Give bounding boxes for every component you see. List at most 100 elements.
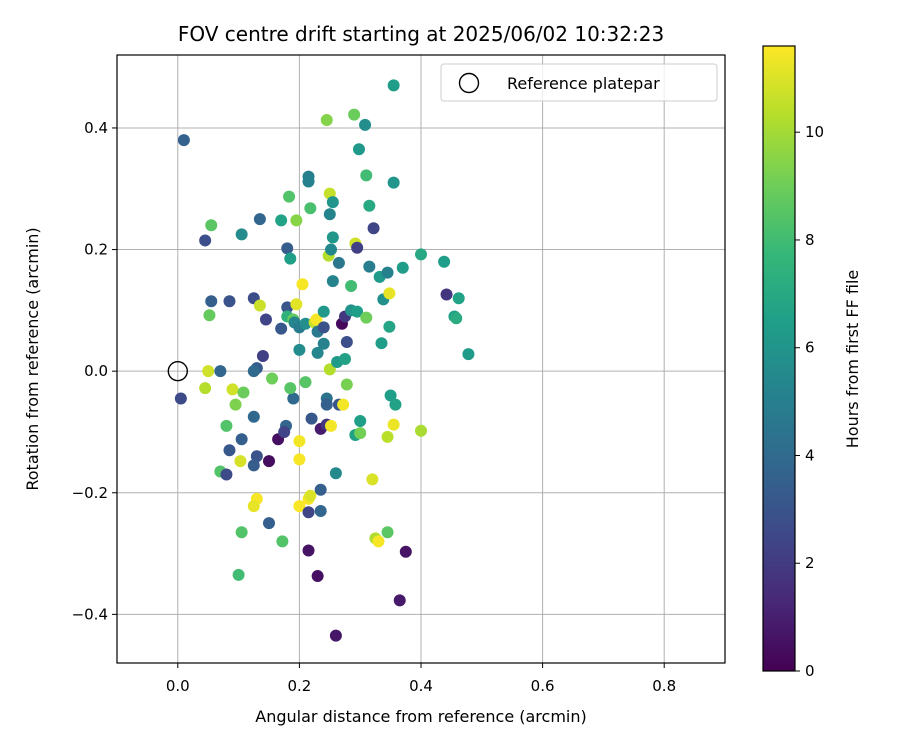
y-tick-label-3: 0.2 xyxy=(84,241,108,259)
data-point-87 xyxy=(323,208,336,221)
data-point-54 xyxy=(290,214,303,227)
colorbar-title: Hours from first FF file xyxy=(843,270,862,449)
chart-title: FOV centre drift starting at 2025/06/02 … xyxy=(178,22,664,46)
data-point-25 xyxy=(259,313,272,326)
data-point-44 xyxy=(283,190,296,203)
data-point-28 xyxy=(247,365,260,378)
data-point-93 xyxy=(326,275,339,288)
data-point-26 xyxy=(256,349,269,362)
data-point-20 xyxy=(235,526,248,539)
data-point-48 xyxy=(287,392,300,405)
data-point-140 xyxy=(415,248,427,261)
data-point-121 xyxy=(367,222,380,235)
data-point-138 xyxy=(396,261,409,274)
legend-marker xyxy=(458,72,480,94)
data-point-114 xyxy=(354,427,367,440)
data-point-57 xyxy=(293,453,306,466)
data-point-132 xyxy=(384,389,397,402)
data-point-74 xyxy=(314,483,327,496)
data-point-19 xyxy=(234,455,247,468)
data-point-38 xyxy=(275,322,288,335)
data-point-22 xyxy=(253,213,266,226)
data-point-107 xyxy=(348,108,361,121)
data-points xyxy=(174,79,475,642)
data-point-90 xyxy=(325,419,338,432)
colorbar-tick-label-2: 4 xyxy=(805,446,815,464)
data-point-1 xyxy=(199,234,212,247)
data-point-40 xyxy=(276,535,289,548)
data-point-47 xyxy=(278,425,291,438)
x-axis-title: Angular distance from reference (arcmin) xyxy=(255,707,586,726)
x-tick-label-1: 0.2 xyxy=(287,677,311,695)
data-point-41 xyxy=(281,301,294,314)
data-point-100 xyxy=(337,398,350,411)
data-point-135 xyxy=(387,418,400,431)
data-point-89 xyxy=(323,363,336,376)
data-point-55 xyxy=(293,343,306,356)
data-point-58 xyxy=(293,500,306,513)
data-point-116 xyxy=(360,169,373,182)
data-point-45 xyxy=(284,252,297,265)
data-point-83 xyxy=(320,398,333,411)
data-point-118 xyxy=(363,199,376,212)
y-tick-label-1: −0.2 xyxy=(72,484,108,502)
legend-label: Reference platepar xyxy=(507,74,660,93)
data-point-31 xyxy=(247,459,260,472)
data-point-123 xyxy=(372,535,385,548)
data-point-50 xyxy=(290,298,303,311)
y-tick-label-4: 0.4 xyxy=(84,119,108,137)
data-point-59 xyxy=(296,278,309,291)
colorbar-frame xyxy=(762,45,796,672)
data-point-29 xyxy=(247,410,260,423)
colorbar-tick-label-4: 8 xyxy=(805,231,815,249)
data-point-10 xyxy=(226,383,239,396)
data-point-81 xyxy=(320,114,333,127)
data-point-72 xyxy=(311,346,324,359)
x-axis-ticks: 0.0 0.2 0.4 0.6 0.8 xyxy=(166,663,676,695)
data-point-16 xyxy=(235,228,248,241)
data-point-111 xyxy=(351,305,364,318)
legend-box xyxy=(440,63,718,102)
data-point-66 xyxy=(304,489,317,502)
reference-marker-layer xyxy=(167,360,189,382)
data-point-112 xyxy=(352,143,365,156)
data-point-30 xyxy=(250,450,263,463)
data-point-94 xyxy=(329,467,342,480)
data-point-71 xyxy=(310,313,323,326)
data-point-80 xyxy=(317,305,330,318)
data-point-104 xyxy=(340,378,353,391)
data-point-17 xyxy=(237,386,250,399)
y-tick-label-2: 0.0 xyxy=(84,362,108,380)
colorbar-tick-label-5: 10 xyxy=(805,123,824,141)
data-point-147 xyxy=(462,348,475,361)
data-point-78 xyxy=(317,337,330,350)
data-point-92 xyxy=(326,231,339,244)
data-point-79 xyxy=(317,321,330,334)
data-point-49 xyxy=(284,382,297,395)
data-point-63 xyxy=(302,175,315,188)
data-point-9 xyxy=(223,295,236,308)
data-point-136 xyxy=(389,398,402,411)
data-point-12 xyxy=(220,419,233,432)
data-point-125 xyxy=(375,337,388,350)
data-point-60 xyxy=(299,317,312,330)
data-point-91 xyxy=(326,196,339,209)
data-point-97 xyxy=(332,256,345,269)
data-point-110 xyxy=(351,241,364,254)
data-point-56 xyxy=(293,435,306,448)
colorbar-tick-label-3: 6 xyxy=(805,339,815,357)
data-point-129 xyxy=(381,526,394,539)
x-tick-label-2: 0.4 xyxy=(409,677,433,695)
x-tick-label-4: 0.8 xyxy=(652,677,676,695)
data-point-117 xyxy=(360,311,373,324)
data-point-143 xyxy=(440,288,453,301)
data-point-142 xyxy=(438,255,451,268)
data-point-145 xyxy=(450,312,463,325)
reference-platepar-marker xyxy=(167,360,189,382)
data-point-8 xyxy=(214,365,227,378)
data-point-4 xyxy=(203,309,216,322)
data-point-67 xyxy=(302,506,315,519)
data-point-32 xyxy=(263,455,275,468)
data-point-139 xyxy=(399,545,412,558)
